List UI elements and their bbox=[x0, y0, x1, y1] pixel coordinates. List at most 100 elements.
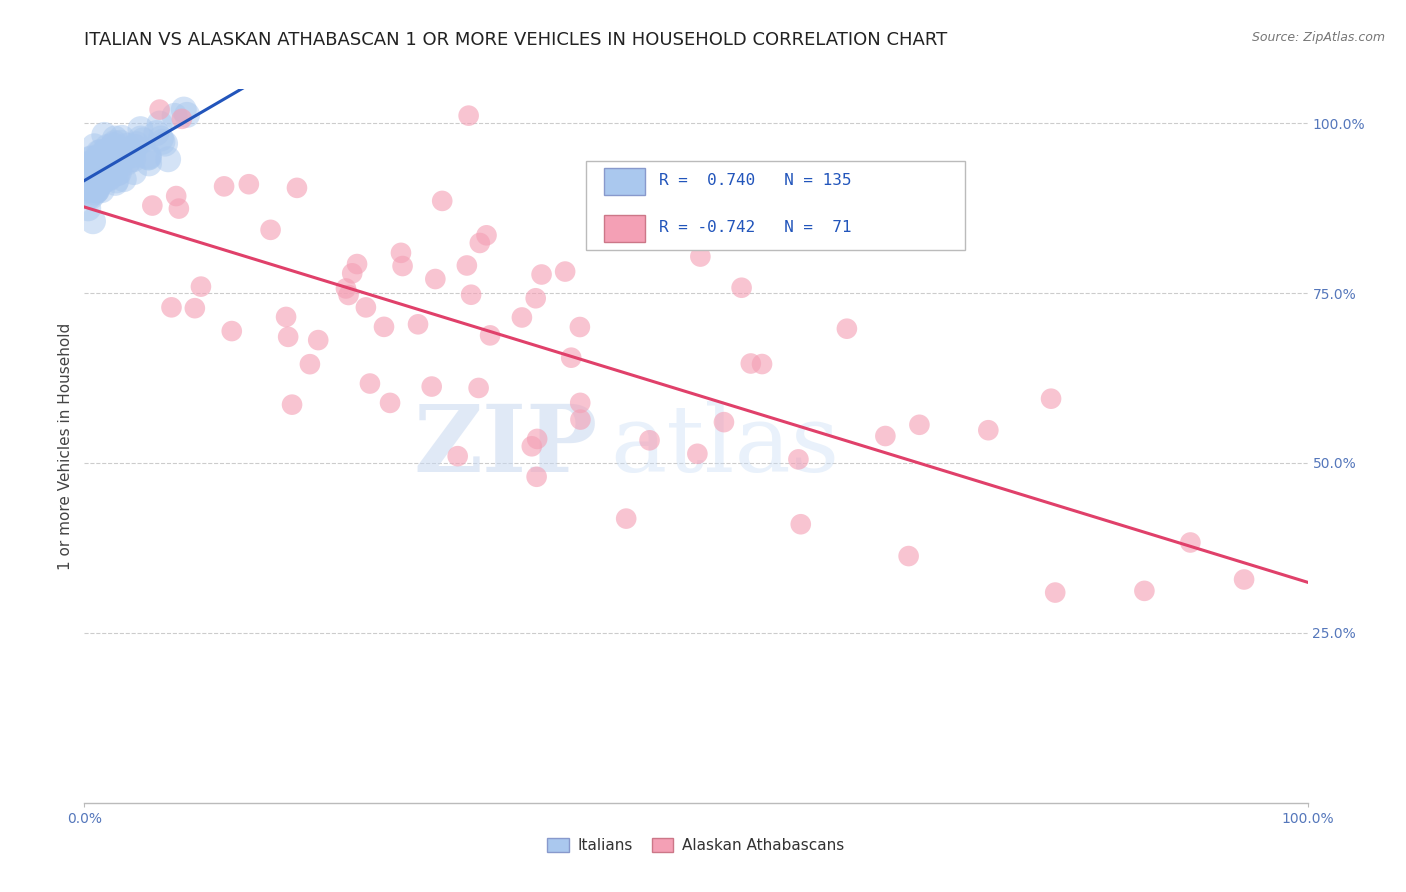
Point bbox=[457, 109, 479, 123]
Point bbox=[569, 412, 592, 426]
Point bbox=[157, 153, 180, 167]
Point bbox=[84, 162, 107, 177]
Point bbox=[75, 173, 97, 187]
Point bbox=[93, 170, 115, 185]
Point bbox=[79, 160, 101, 174]
Point bbox=[406, 318, 429, 332]
Point bbox=[335, 281, 357, 295]
Point bbox=[93, 161, 115, 176]
Point bbox=[90, 161, 112, 176]
Point bbox=[342, 266, 364, 280]
Point bbox=[281, 398, 304, 412]
Point bbox=[77, 169, 100, 183]
Point bbox=[77, 161, 100, 175]
Point bbox=[77, 202, 100, 216]
Point bbox=[96, 140, 118, 154]
Point bbox=[86, 183, 108, 197]
Point bbox=[751, 357, 773, 371]
Point bbox=[83, 157, 105, 171]
Point bbox=[108, 148, 131, 162]
Point bbox=[740, 357, 762, 371]
Point bbox=[75, 157, 97, 171]
Point bbox=[354, 301, 377, 315]
Point bbox=[90, 183, 112, 197]
Point bbox=[94, 145, 117, 159]
Point bbox=[138, 156, 160, 170]
Point bbox=[120, 145, 142, 160]
Point bbox=[460, 287, 482, 301]
Point bbox=[80, 156, 103, 170]
Point bbox=[337, 288, 360, 302]
Point bbox=[124, 140, 146, 154]
Point bbox=[114, 143, 136, 157]
Point bbox=[80, 189, 103, 203]
Point bbox=[875, 429, 897, 443]
Point bbox=[87, 153, 110, 168]
Point bbox=[114, 148, 136, 162]
Point bbox=[153, 136, 176, 151]
Point bbox=[79, 178, 101, 193]
Point bbox=[103, 146, 125, 161]
Point bbox=[212, 179, 235, 194]
Point bbox=[77, 175, 100, 189]
Point bbox=[111, 144, 134, 158]
Point bbox=[787, 452, 810, 467]
Point bbox=[149, 117, 172, 131]
Point bbox=[83, 177, 105, 191]
Point bbox=[107, 166, 129, 180]
Point bbox=[977, 423, 1000, 437]
Point bbox=[132, 133, 155, 147]
Point bbox=[76, 164, 98, 178]
Point bbox=[77, 164, 100, 178]
Point bbox=[730, 281, 752, 295]
Point bbox=[1040, 392, 1063, 406]
Y-axis label: 1 or more Vehicles in Household: 1 or more Vehicles in Household bbox=[58, 322, 73, 570]
Point bbox=[122, 153, 145, 167]
Point bbox=[115, 147, 138, 161]
Point bbox=[98, 171, 121, 186]
Point bbox=[90, 168, 112, 182]
Point bbox=[468, 235, 491, 250]
Point bbox=[103, 142, 125, 156]
Point bbox=[432, 194, 454, 208]
Point bbox=[285, 181, 308, 195]
Point bbox=[359, 376, 381, 391]
Text: atlas: atlas bbox=[610, 401, 839, 491]
Point bbox=[259, 223, 281, 237]
Point bbox=[87, 149, 110, 163]
Point bbox=[125, 137, 148, 152]
Point bbox=[117, 145, 139, 159]
Bar bbox=[605, 215, 644, 242]
Point bbox=[170, 112, 193, 126]
Point bbox=[94, 166, 117, 180]
Text: ZIP: ZIP bbox=[413, 401, 598, 491]
Point bbox=[84, 183, 107, 197]
Point bbox=[378, 396, 401, 410]
Point bbox=[897, 549, 920, 563]
Point bbox=[614, 511, 637, 525]
Point bbox=[98, 165, 121, 179]
Point bbox=[86, 184, 108, 198]
Text: R = -0.742   N =  71: R = -0.742 N = 71 bbox=[659, 220, 852, 235]
Point bbox=[908, 417, 931, 432]
Point bbox=[107, 158, 129, 172]
Point bbox=[75, 181, 97, 195]
Point bbox=[83, 139, 105, 153]
Point bbox=[274, 310, 297, 324]
Point bbox=[79, 152, 101, 166]
Point bbox=[163, 109, 186, 123]
Point bbox=[96, 150, 118, 164]
Point bbox=[83, 173, 105, 187]
Point bbox=[104, 176, 127, 190]
Point bbox=[122, 165, 145, 179]
Point bbox=[138, 150, 160, 164]
Point bbox=[86, 160, 108, 174]
Point bbox=[524, 291, 547, 305]
Point bbox=[176, 108, 198, 122]
Point bbox=[89, 153, 111, 167]
Point bbox=[346, 257, 368, 271]
Point bbox=[75, 175, 97, 189]
Legend: Italians, Alaskan Athabascans: Italians, Alaskan Athabascans bbox=[541, 831, 851, 859]
Point bbox=[77, 189, 100, 203]
Point bbox=[117, 155, 139, 169]
